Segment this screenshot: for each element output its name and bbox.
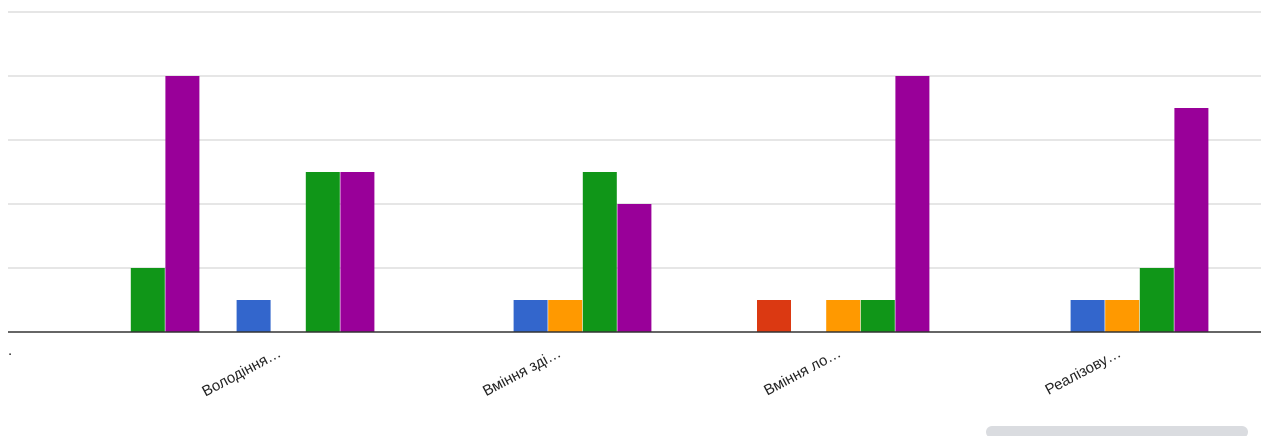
bar[interactable] <box>513 300 548 332</box>
bar[interactable] <box>130 268 165 332</box>
x-tick-label: . <box>8 342 12 359</box>
bar[interactable] <box>1105 300 1140 332</box>
x-tick-label: Вміння ло… <box>761 345 844 400</box>
bar[interactable] <box>617 204 652 332</box>
bar[interactable] <box>305 172 340 332</box>
bar[interactable] <box>895 76 930 332</box>
x-tick-label: Реалізову… <box>1042 345 1124 399</box>
bar[interactable] <box>548 300 583 332</box>
bar[interactable] <box>1139 268 1174 332</box>
bar[interactable] <box>236 300 271 332</box>
x-tick-label: Вміння зді… <box>480 345 564 400</box>
bar[interactable] <box>165 76 200 332</box>
bar[interactable] <box>340 172 375 332</box>
bar[interactable] <box>1070 300 1105 332</box>
bar[interactable] <box>582 172 617 332</box>
bar[interactable] <box>1174 108 1209 332</box>
horizontal-scrollbar[interactable] <box>986 426 1248 436</box>
bar[interactable] <box>860 300 895 332</box>
bar[interactable] <box>826 300 861 332</box>
bar[interactable] <box>757 300 791 332</box>
x-tick-label: Володіння… <box>199 345 284 401</box>
